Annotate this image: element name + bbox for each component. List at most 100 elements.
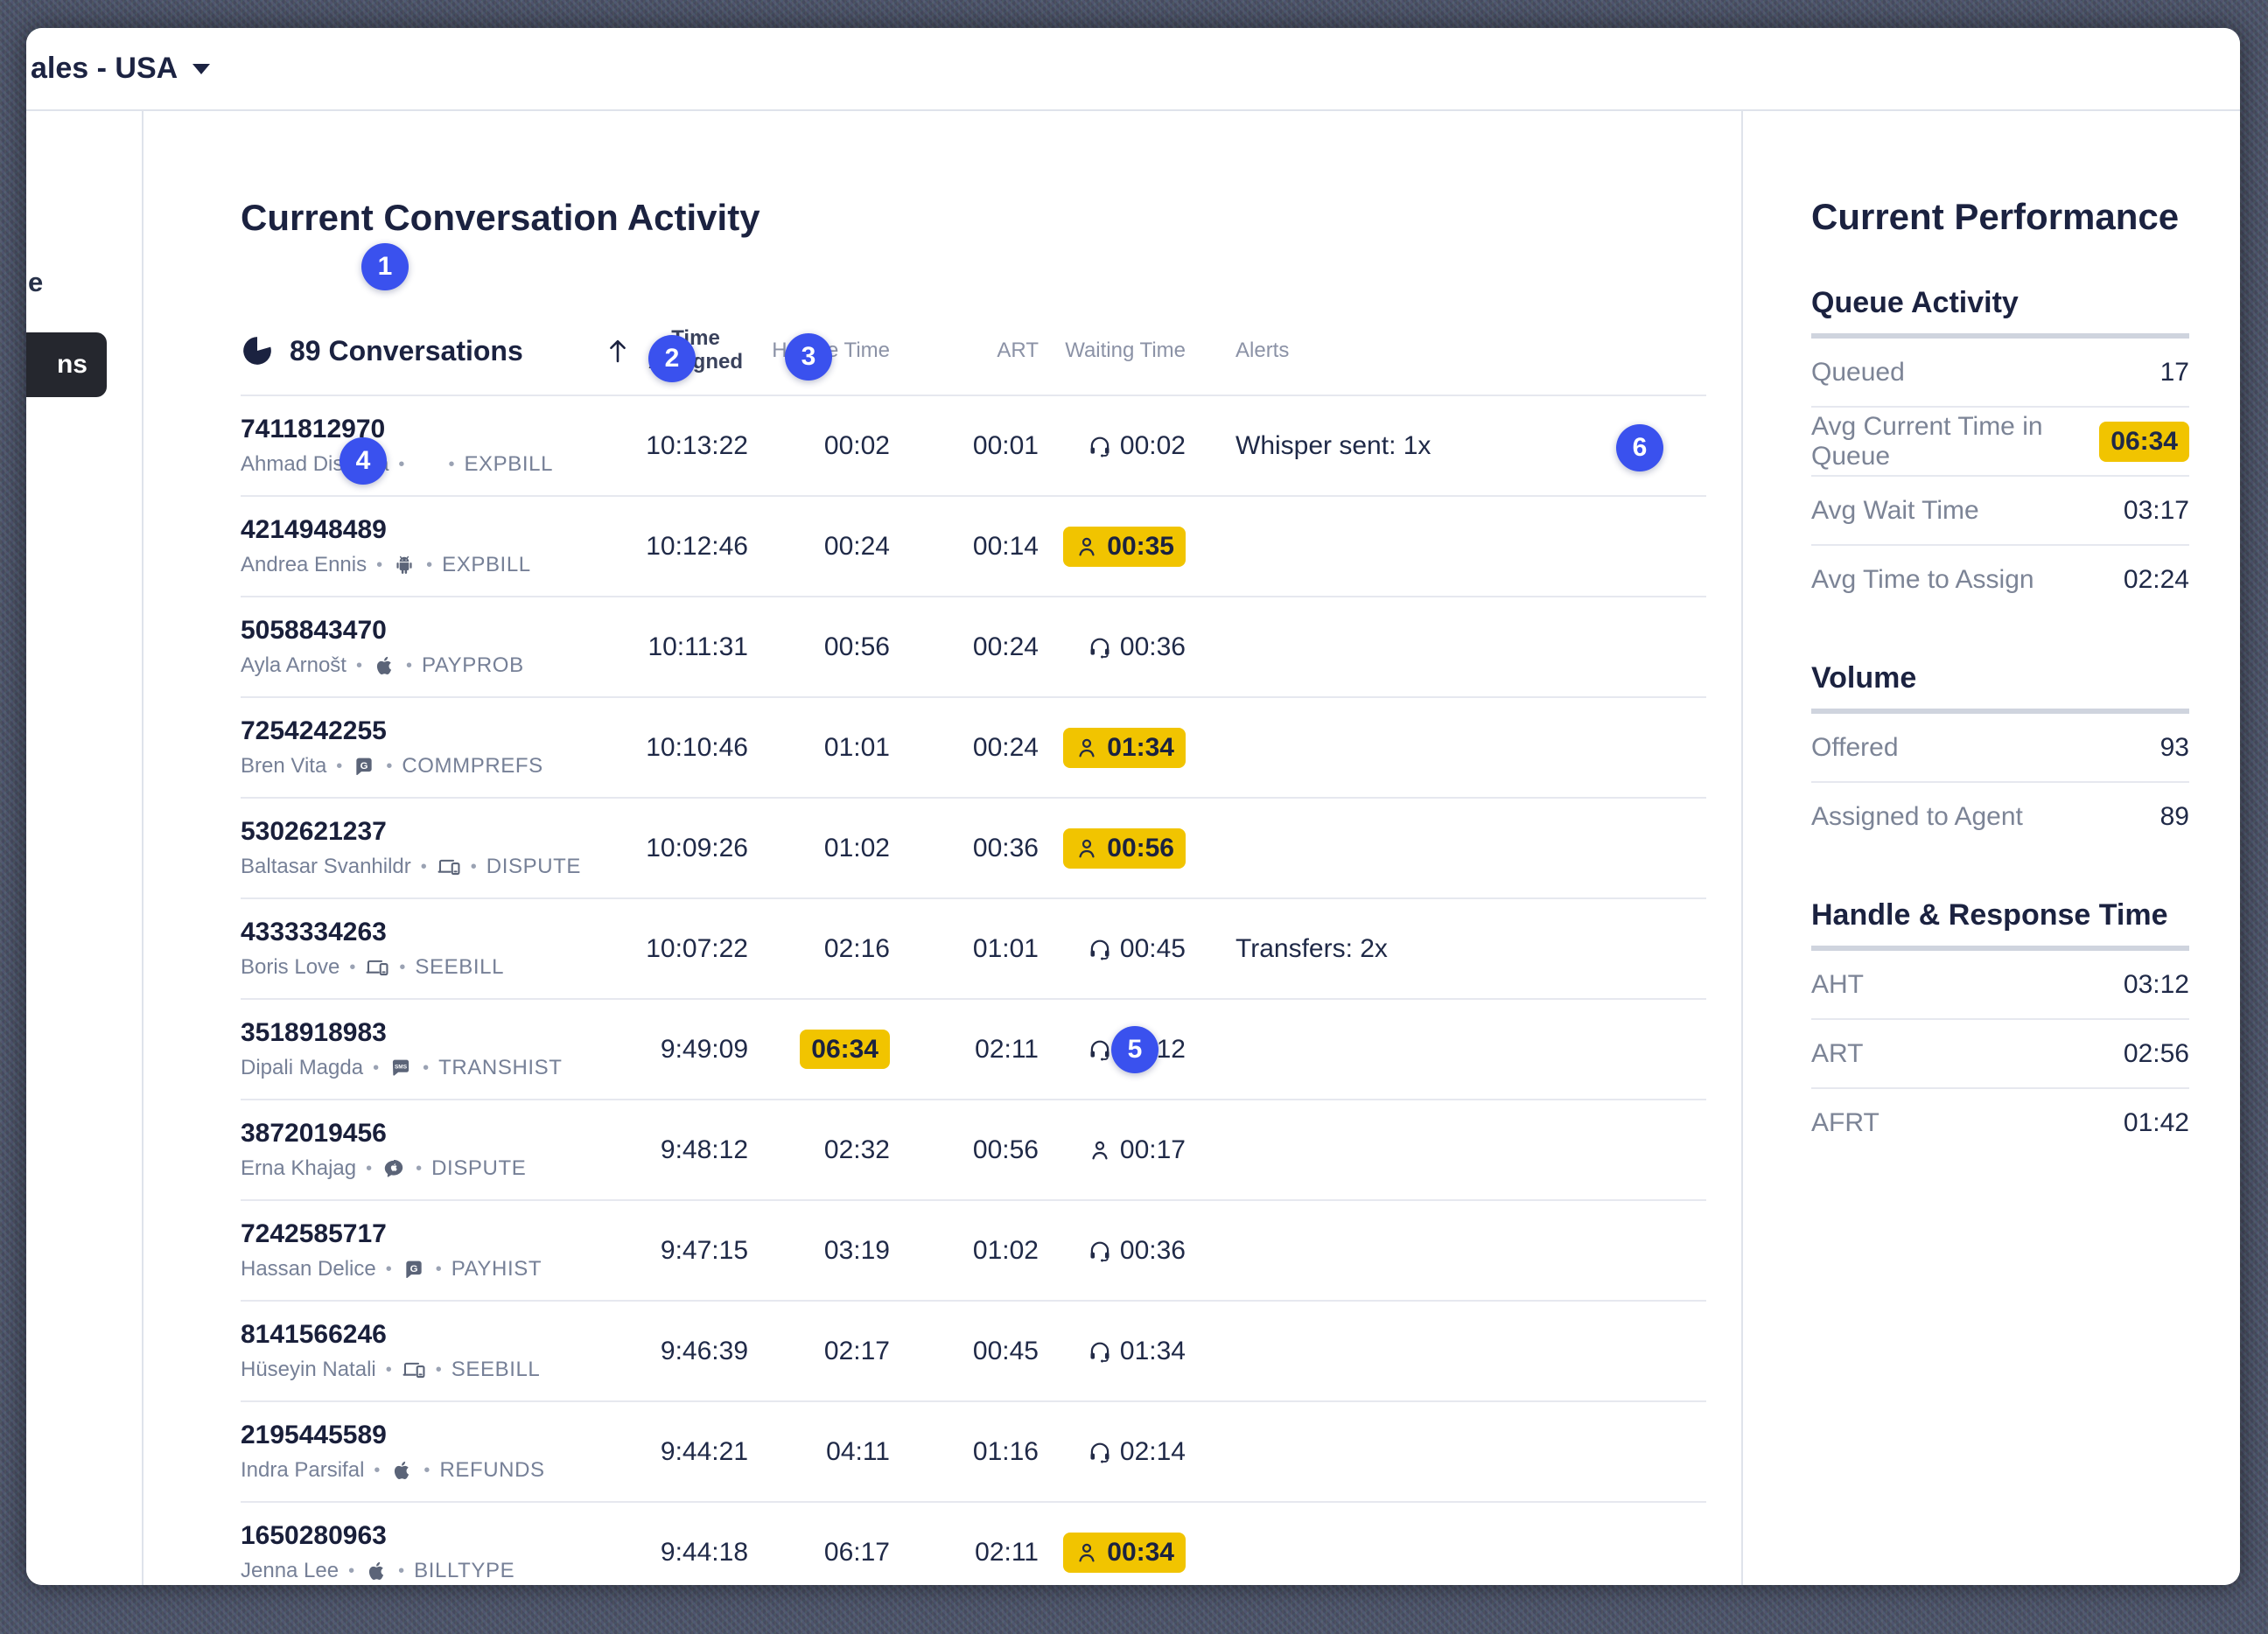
queue-name: BILLTYPE — [414, 1559, 515, 1582]
metric-label: Avg Time to Assign — [1811, 564, 2034, 594]
separator-dot: • — [426, 555, 433, 575]
time-assigned-cell: 10:11:31 — [648, 632, 748, 661]
waiting-value: 02:14 — [1119, 1436, 1186, 1466]
waiting-value: 00:17 — [1119, 1135, 1186, 1164]
headset-icon — [1088, 434, 1112, 458]
time-assigned-cell: 9:44:18 — [660, 1537, 748, 1567]
handle-time-value: 01:02 — [823, 833, 890, 862]
table-row[interactable]: 7411812970 Ahmad Disouza • • EXPBILL 10:… — [241, 395, 1706, 495]
metric-value: 02:24 — [2123, 564, 2189, 594]
conversation-subline: Hüseyin Natali • • SEEBILL — [241, 1358, 608, 1382]
waiting-wrap: 00:02 — [1088, 431, 1186, 461]
time-assigned-cell: 9:47:15 — [660, 1235, 748, 1265]
customer-name: Indra Parsifal — [241, 1458, 365, 1482]
art-cell: 01:16 — [972, 1436, 1039, 1466]
phone-number: 3872019456 — [241, 1119, 387, 1148]
table-row[interactable]: 2195445589 Indra Parsifal • • REFUNDS 9:… — [241, 1400, 1706, 1501]
customer-name: Jenna Lee — [241, 1559, 340, 1582]
separator-dot: • — [435, 1359, 442, 1379]
channel-icon-apple-messages — [382, 1156, 406, 1181]
metric-row: Assigned to Agent 89 — [1811, 783, 2189, 850]
handle-time-value: 02:32 — [823, 1135, 890, 1164]
conversation-subline: Baltasar Svanhildr • • DISPUTE — [241, 855, 608, 879]
separator-dot: • — [385, 1259, 392, 1279]
queue-name: SEEBILL — [451, 1358, 541, 1381]
handle-time-value: 00:56 — [823, 632, 890, 661]
metric-row: Avg Wait Time 03:17 — [1811, 477, 2189, 546]
separator-dot: • — [448, 454, 455, 474]
conversation-subline: Andrea Ennis • • EXPBILL — [241, 553, 608, 577]
conversation-subline: Hassan Delice • G • PAYHIST — [241, 1257, 608, 1281]
workspace-label: ales - USA — [31, 52, 178, 85]
current-performance-panel: Current Performance Queue Activity Queue… — [1745, 111, 2240, 1585]
time-assigned-cell: 9:46:39 — [660, 1336, 748, 1365]
separator-dot: • — [423, 1058, 430, 1078]
performance-section: Volume Offered 93 Assigned to Agent 89 — [1811, 660, 2189, 850]
handle-time-value: 06:34 — [800, 1029, 890, 1069]
table-row[interactable]: 4214948489 Andrea Ennis • • EXPBILL 10:1… — [241, 495, 1706, 596]
column-header-alerts[interactable]: Alerts — [1236, 339, 1290, 362]
headset-icon — [1088, 1339, 1112, 1364]
metric-label: Queued — [1811, 357, 1905, 387]
person-icon — [1088, 1138, 1112, 1163]
person-icon — [1074, 1540, 1099, 1565]
handle-time-value: 04:11 — [826, 1436, 890, 1466]
section-heading: Queue Activity — [1811, 286, 2019, 319]
headset-icon — [1088, 1440, 1112, 1464]
workspace-selector[interactable]: ales - USA — [31, 28, 211, 109]
separator-dot: • — [424, 1460, 430, 1480]
phone-number: 7254242255 — [241, 716, 387, 745]
customer-name: Bren Vita — [241, 754, 327, 778]
customer-name: Hüseyin Natali — [241, 1358, 376, 1381]
time-assigned-cell: 10:10:46 — [646, 732, 748, 762]
time-assigned-cell: 10:07:22 — [646, 933, 748, 963]
time-assigned-cell: 9:44:21 — [660, 1436, 748, 1466]
queue-name: SEEBILL — [415, 955, 505, 979]
column-header-waiting-time[interactable]: Waiting Time — [1065, 339, 1186, 362]
handle-time-value: 00:24 — [823, 531, 890, 561]
metric-label: AHT — [1811, 969, 1864, 999]
section-divider — [1811, 333, 2189, 339]
headset-icon — [1088, 1239, 1112, 1263]
left-sidebar: e ns — [26, 111, 144, 1585]
sidebar-active-item[interactable]: ns — [26, 332, 107, 397]
table-row[interactable]: 3518918983 Dipali Magda • SMS • TRANSHIS… — [241, 998, 1706, 1099]
separator-dot: • — [435, 1259, 442, 1279]
sort-ascending-icon[interactable] — [606, 337, 629, 365]
table-row[interactable]: 1650280963 Jenna Lee • • BILLTYPE 9:44:1… — [241, 1501, 1706, 1585]
chevron-down-icon — [192, 63, 211, 74]
table-row[interactable]: 4333334263 Boris Love • • SEEBILL 10:07:… — [241, 897, 1706, 998]
waiting-value: 00:35 — [1107, 531, 1174, 561]
separator-dot: • — [470, 856, 477, 876]
metric-list: Offered 93 Assigned to Agent 89 — [1811, 714, 2189, 850]
customer-name: Erna Khajag — [241, 1156, 357, 1180]
table-row[interactable]: 3872019456 Erna Khajag • • DISPUTE 9:48:… — [241, 1099, 1706, 1199]
waiting-value: 00:56 — [1107, 833, 1174, 862]
table-row[interactable]: 5058843470 Ayla Arnošt • • PAYPROB 10:11… — [241, 596, 1706, 696]
phone-number: 5302621237 — [241, 817, 387, 846]
art-cell: 01:01 — [972, 933, 1039, 963]
waiting-value: 00:36 — [1119, 632, 1186, 661]
queue-name: COMMPREFS — [402, 754, 543, 778]
section-divider — [1811, 709, 2189, 714]
metric-value: 93 — [2160, 732, 2189, 762]
metric-value: 89 — [2160, 801, 2189, 831]
customer-name: Ayla Arnošt — [241, 653, 346, 677]
conversation-count: 89 Conversations — [290, 334, 523, 367]
top-bar: ales - USA — [26, 28, 2240, 111]
annotation-badge-4: 4 — [340, 437, 387, 485]
waiting-wrap: 02:14 — [1088, 1437, 1186, 1467]
table-row[interactable]: 7254242255 Bren Vita • G • COMMPREFS 10:… — [241, 696, 1706, 797]
performance-section: Handle & Response Time AHT 03:12 ART 02:… — [1811, 897, 2189, 1156]
column-header-art[interactable]: ART — [997, 339, 1039, 362]
table-row[interactable]: 5302621237 Baltasar Svanhildr • • DISPUT… — [241, 797, 1706, 897]
metric-list: AHT 03:12 ART 02:56 AFRT 01:42 — [1811, 951, 2189, 1156]
table-row[interactable]: 8141566246 Hüseyin Natali • • SEEBILL 9:… — [241, 1300, 1706, 1400]
table-row[interactable]: 7242585717 Hassan Delice • G • PAYHIST 9… — [241, 1199, 1706, 1300]
person-icon — [1074, 736, 1099, 760]
phone-number: 4214948489 — [241, 515, 387, 544]
phone-number: 4333334263 — [241, 918, 387, 946]
time-assigned-cell: 10:09:26 — [646, 833, 748, 862]
sidebar-fragment-text: e — [28, 267, 44, 297]
metric-value: 06:34 — [2099, 421, 2189, 462]
